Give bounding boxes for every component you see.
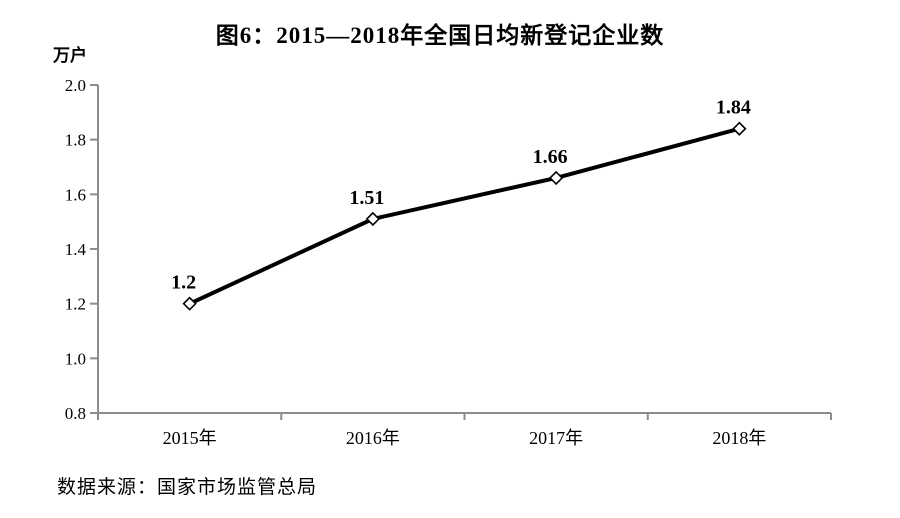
y-tick-label: 1.0 (65, 349, 86, 368)
source-note: 数据来源：国家市场监管总局 (57, 476, 318, 498)
y-tick-label: 1.6 (65, 185, 86, 204)
chart-title: 图6：2015—2018年全国日均新登记企业数 (215, 23, 665, 48)
data-point-marker (365, 211, 381, 227)
y-axis-unit-label: 万户 (53, 46, 87, 65)
series-line (187, 126, 742, 306)
data-point-marker (732, 121, 747, 136)
data-point-label: 1.84 (716, 97, 751, 119)
data-point-label: 1.2 (171, 272, 196, 294)
y-tick-label: 1.4 (65, 240, 87, 259)
y-tick-label: 1.8 (65, 131, 86, 150)
x-tick-label: 2015年 (163, 428, 217, 448)
data-point-marker (548, 170, 564, 186)
x-tick-label: 2016年 (346, 428, 400, 448)
y-tick-label: 1.2 (65, 295, 86, 314)
data-point-marker (182, 296, 197, 311)
x-tick-label: 2017年 (529, 428, 583, 448)
data-point-label: 1.51 (349, 187, 384, 209)
y-tick-label: 0.8 (65, 404, 86, 423)
data-point-label: 1.66 (533, 146, 568, 168)
y-tick-label: 2.0 (65, 76, 86, 95)
x-tick-label: 2018年 (712, 428, 766, 448)
